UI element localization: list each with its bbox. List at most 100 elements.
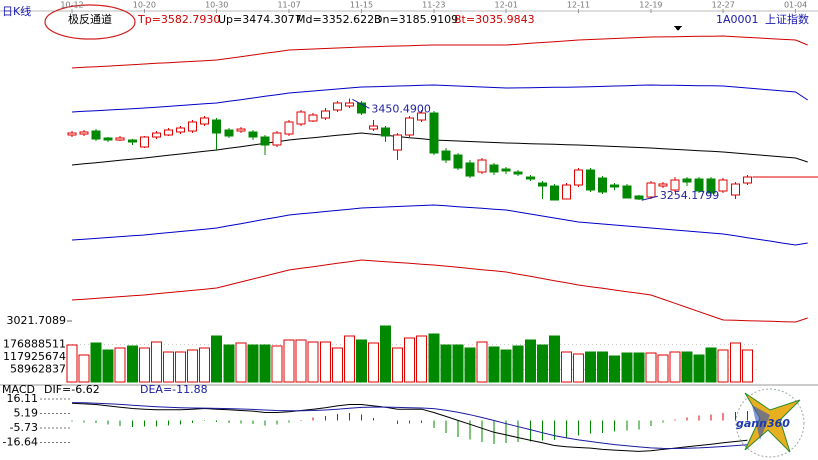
y-tick-label: 16.11 (7, 392, 39, 405)
volume-bar (597, 351, 609, 383)
band-line (71, 132, 808, 166)
candle-body (537, 182, 547, 187)
volume-bar (162, 351, 174, 383)
max-pointer (352, 98, 370, 109)
candle-body (296, 111, 306, 125)
candle-body (127, 139, 137, 143)
volume-bar (536, 344, 548, 383)
volume-bar (150, 341, 162, 383)
candle-body (212, 119, 222, 134)
volume-bar (609, 355, 621, 383)
band-label: Md=3352.6223 (296, 13, 381, 26)
y-tick-label: -5.73 (10, 421, 38, 434)
candle-body (706, 178, 716, 194)
volume-bar (573, 353, 585, 383)
volume-bar (488, 346, 500, 383)
volume-bar (717, 349, 729, 383)
volume-bar (669, 351, 681, 383)
volume-bar (452, 344, 464, 383)
volume-bar (476, 341, 488, 383)
volume-bar (645, 352, 657, 383)
volume-bar (223, 344, 235, 383)
x-tick-label: 11-15 (350, 1, 373, 10)
band-line (71, 35, 808, 69)
candle-body (634, 195, 644, 200)
candle-body (369, 125, 378, 130)
candle-body (622, 185, 632, 199)
candle-body (441, 150, 451, 161)
candle-body (224, 129, 234, 137)
volume-bar (392, 347, 404, 383)
min-annotation: 3254.1799 (660, 189, 720, 202)
candle-body (79, 131, 89, 135)
volume-bar (235, 342, 247, 383)
x-tick-label: 12-19 (639, 1, 662, 10)
candle-body (429, 112, 439, 154)
chart-title: 日K线 (2, 4, 31, 18)
band-line (71, 259, 808, 323)
candle-body (561, 184, 571, 200)
candle-body (320, 110, 330, 119)
candle-body (586, 169, 596, 191)
candle-body (574, 169, 584, 186)
volume-bar (585, 351, 597, 383)
candle-body (284, 121, 294, 135)
indicator-highlight (44, 4, 136, 40)
x-tick-label: 12-01 (495, 1, 518, 10)
candle-body (176, 127, 186, 133)
volume-bar (283, 339, 295, 383)
volume-bar (295, 339, 307, 383)
stock-code: 1A0001 (716, 13, 759, 26)
candle-body (248, 131, 258, 138)
min-pointer (641, 195, 658, 201)
volume-bar (343, 335, 355, 383)
band-label: Up=3474.3077 (218, 13, 302, 26)
macd-line (71, 402, 748, 450)
candle-body (646, 182, 656, 198)
candle-body (730, 183, 740, 196)
logo-ring (735, 388, 805, 458)
x-tick-label: 10-12 (60, 1, 83, 10)
macd-series-label: DEA=-11.88 (140, 383, 208, 396)
volume-bar (90, 342, 102, 383)
volume-bar (271, 345, 283, 383)
volume-bar (560, 351, 572, 383)
candle-body (200, 117, 210, 125)
y-tick-label: 117925674 (3, 350, 66, 363)
candle-body (513, 171, 523, 175)
max-annotation: 3450.4900 (371, 102, 431, 115)
volume-bar (319, 341, 331, 383)
candle-body (525, 176, 535, 180)
candle-body (381, 127, 391, 137)
candle-body (308, 114, 318, 122)
candle-body (67, 132, 77, 136)
volume-bar (657, 354, 669, 383)
volume-bar (138, 347, 150, 383)
x-tick-label: 12-27 (712, 1, 735, 10)
band-line (71, 84, 808, 113)
volume-bar (355, 339, 367, 383)
volume-bar (705, 347, 717, 383)
candle-body (417, 112, 427, 121)
candle-body (501, 168, 511, 172)
candle-body (682, 178, 692, 183)
volume-bar (78, 354, 90, 383)
volume-bar (102, 349, 114, 383)
candle-body (91, 130, 101, 140)
candle-body (610, 184, 620, 188)
volume-bar (199, 347, 211, 383)
volume-bar (681, 351, 693, 383)
logo-star (744, 392, 801, 453)
volume-bar (621, 352, 633, 383)
volume-bar (368, 342, 379, 383)
volume-bar (524, 339, 536, 383)
candle-body (151, 132, 161, 138)
candle-body (332, 102, 342, 111)
volume-bar (512, 345, 524, 383)
volume-bar (211, 335, 223, 383)
volume-bar (416, 335, 428, 383)
volume-bar (259, 344, 271, 383)
x-tick-label: 10-20 (133, 1, 156, 10)
